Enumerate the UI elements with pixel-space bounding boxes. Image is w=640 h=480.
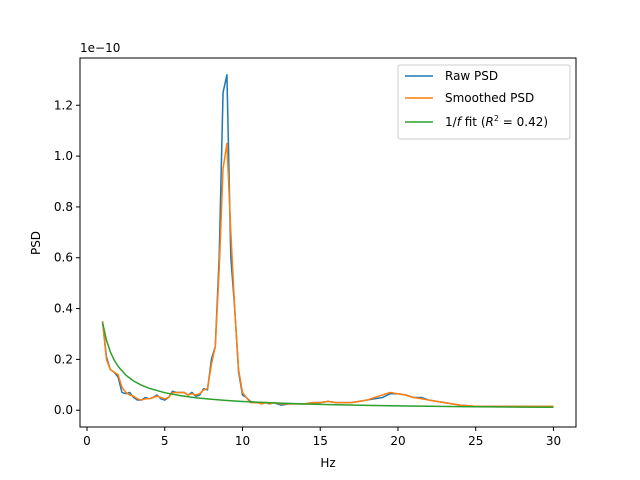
- legend-label-fit: 1/f fit (R2 = 0.42): [445, 114, 548, 129]
- x-tick-label: 5: [161, 434, 169, 448]
- y-axis-label: PSD: [29, 231, 43, 255]
- y-tick-label: 0.6: [54, 251, 73, 265]
- x-tick-label: 0: [83, 434, 91, 448]
- legend-fit-middle: fit (: [461, 115, 486, 129]
- x-axis: 0 5 10 15 20 25 30: [83, 427, 561, 448]
- x-tick-label: 20: [390, 434, 405, 448]
- legend-fit-f: f: [457, 115, 463, 129]
- x-tick-label: 25: [468, 434, 483, 448]
- legend-fit-R: R: [486, 115, 494, 129]
- y-tick-label: 0.0: [54, 403, 73, 417]
- legend-fit-sup: 2: [494, 114, 499, 123]
- series-layer: [101, 74, 554, 409]
- legend-frame: [397, 64, 571, 140]
- y-tick-label: 0.8: [54, 200, 73, 214]
- y-tick-label: 1.2: [54, 98, 73, 112]
- y-axis: 0.0 0.2 0.4 0.6 0.8 1.0 1.2: [54, 98, 80, 417]
- legend-label-smoothed: Smoothed PSD: [445, 91, 534, 105]
- legend-label-raw: Raw PSD: [445, 69, 498, 83]
- x-tick-label: 15: [313, 434, 328, 448]
- y-offset-text: 1e−10: [80, 41, 120, 55]
- x-axis-label: Hz: [320, 456, 335, 470]
- plot-area: [79, 57, 577, 428]
- smoothed-psd-line: [101, 142, 554, 408]
- x-tick-label: 30: [546, 434, 561, 448]
- legend-fit-prefix: 1/: [445, 115, 458, 129]
- legend: Raw PSD Smoothed PSD 1/f fit (R2 = 0.42): [397, 64, 571, 140]
- axes-frame: [79, 57, 577, 428]
- y-tick-label: 0.2: [54, 352, 73, 366]
- y-tick-label: 1.0: [54, 149, 73, 163]
- one-over-f-fit-line: [101, 322, 554, 409]
- x-tick-label: 10: [235, 434, 250, 448]
- legend-fit-suffix: = 0.42): [499, 115, 548, 129]
- y-tick-label: 0.4: [54, 302, 73, 316]
